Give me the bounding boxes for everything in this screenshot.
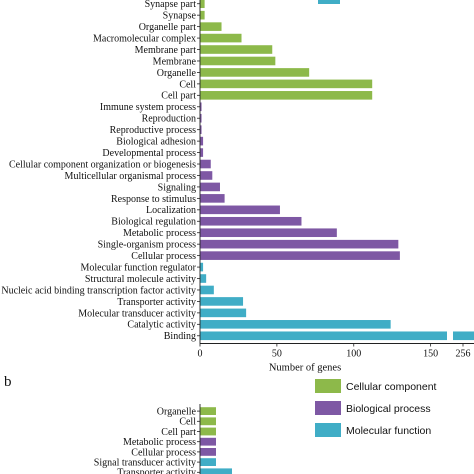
legend-label-cellular-component: Cellular component <box>346 381 437 393</box>
bar-binding <box>200 331 447 341</box>
bar-molecular-transducer-activity <box>200 308 247 318</box>
bar-cellular-component-organization-or-biogenesis <box>200 159 211 169</box>
x-tick-label: 100 <box>346 349 361 360</box>
bar-transporter-activity <box>200 297 244 306</box>
x-tick-label: 0 <box>198 349 203 360</box>
category-label-cell: Cell <box>179 417 196 428</box>
category-label-binding: Binding <box>164 331 196 342</box>
legend-swatch-biological-process <box>315 401 341 415</box>
bar-metabolic-process <box>200 228 337 238</box>
legend-label-biological-process: Biological process <box>346 403 431 415</box>
x-axis-title: Number of genes <box>269 363 341 374</box>
bar-structural-molecule-activity <box>200 274 207 283</box>
bar-organelle <box>200 68 310 77</box>
legend-label-molecular-function: Molecular function <box>346 425 431 437</box>
bar-single-organism-process <box>200 239 399 249</box>
category-label-metabolic-process: Metabolic process <box>123 228 196 239</box>
bar-membrane <box>200 56 276 66</box>
legend-swatch-molecular-function <box>315 423 341 437</box>
category-label-membrane: Membrane <box>153 56 197 67</box>
category-label-reproductive-process: Reproductive process <box>110 125 196 136</box>
category-label-membrane-part: Membrane part <box>135 45 197 56</box>
category-label-cellular-component-organization-or-biogenesis: Cellular component organization or bioge… <box>9 159 196 170</box>
category-label-multicellular-organismal-process: Multicellular organismal process <box>65 171 197 182</box>
category-label-structural-molecule-activity: Structural molecule activity <box>85 274 196 285</box>
category-label-cellular-process: Cellular process <box>131 447 196 458</box>
bar-cell <box>200 79 373 89</box>
bar-metabolic-process <box>200 437 216 446</box>
category-label-synapse-part: Synapse part <box>145 0 197 10</box>
category-label-immune-system-process: Immune system process <box>100 102 196 113</box>
bar-binding-after-break <box>453 331 474 341</box>
category-label-cell-part: Cell part <box>161 427 196 438</box>
category-label-biological-regulation: Biological regulation <box>111 217 196 228</box>
x-tick-label: 256 <box>456 349 471 360</box>
category-label-cellular-process: Cellular process <box>131 251 196 262</box>
category-label-organelle: Organelle <box>157 68 197 79</box>
bar-molecular-function-regulator <box>200 262 204 272</box>
legend-swatch-cellular-component <box>315 379 341 393</box>
bar-biological-regulation <box>200 216 302 226</box>
category-label-organelle-part: Organelle part <box>139 22 197 33</box>
category-label-signaling: Signaling <box>158 182 196 193</box>
category-label-cell: Cell <box>179 79 196 90</box>
bar-cell <box>200 417 216 426</box>
bar-response-to-stimulus <box>200 194 225 203</box>
panel-label-b: b <box>4 374 12 390</box>
bar-transporter-activity <box>200 468 232 474</box>
category-label-nucleic-acid-binding-transcription-factor-activity: Nucleic acid binding transcription facto… <box>1 285 196 296</box>
category-label-metabolic-process: Metabolic process <box>123 437 196 448</box>
bar-multicellular-organismal-process <box>200 171 213 180</box>
bar-immune-system-process <box>200 102 202 112</box>
bar-reproduction <box>200 113 202 123</box>
bar-synapse <box>200 10 205 20</box>
category-label-localization: Localization <box>146 205 196 216</box>
bar-organelle <box>200 407 216 415</box>
category-label-signal-transducer-activity: Signal transducer activity <box>94 458 196 469</box>
bar-signal-transducer-activity <box>200 458 216 466</box>
category-label-catalytic-activity: Catalytic activity <box>127 320 196 331</box>
bar-reproductive-process <box>200 125 202 134</box>
category-label-molecular-function-regulator: Molecular function regulator <box>80 262 196 273</box>
category-label-response-to-stimulus: Response to stimulus <box>111 194 196 205</box>
category-label-synapse: Synapse <box>163 11 197 22</box>
category-label-transporter-activity: Transporter activity <box>117 297 196 308</box>
bar-cell-part <box>200 91 373 100</box>
bar-macromolecular-complex <box>200 33 242 43</box>
bar-cellular-process <box>200 251 400 260</box>
category-label-biological-adhesion: Biological adhesion <box>116 137 196 148</box>
x-tick-label: 150 <box>423 349 438 360</box>
bar-localization <box>200 205 280 215</box>
bar-membrane-part <box>200 45 273 54</box>
bar-catalytic-activity <box>200 320 391 329</box>
category-label-macromolecular-complex: Macromolecular complex <box>93 33 196 44</box>
category-label-developmental-process: Developmental process <box>102 148 196 159</box>
bar-synapse-part <box>200 0 205 9</box>
bar-nucleic-acid-binding-transcription-factor-activity <box>200 285 214 295</box>
category-label-cell-part: Cell part <box>161 91 196 102</box>
category-label-reproduction: Reproduction <box>142 114 196 125</box>
bar-biological-adhesion <box>200 136 204 146</box>
bar-organelle-part <box>200 22 222 31</box>
bar-cellular-process <box>200 448 216 456</box>
bar-developmental-process <box>200 148 204 157</box>
category-label-single-organism-process: Single-organism process <box>98 240 197 251</box>
bar-cell-part <box>200 427 216 436</box>
cropped-legend-swatch <box>318 0 340 4</box>
x-tick-label: 50 <box>272 349 282 360</box>
category-label-transporter-activity: Transporter activity <box>117 468 196 474</box>
category-label-molecular-transducer-activity: Molecular transducer activity <box>78 308 196 319</box>
bar-signaling <box>200 182 220 192</box>
category-label-organelle: Organelle <box>157 407 197 418</box>
